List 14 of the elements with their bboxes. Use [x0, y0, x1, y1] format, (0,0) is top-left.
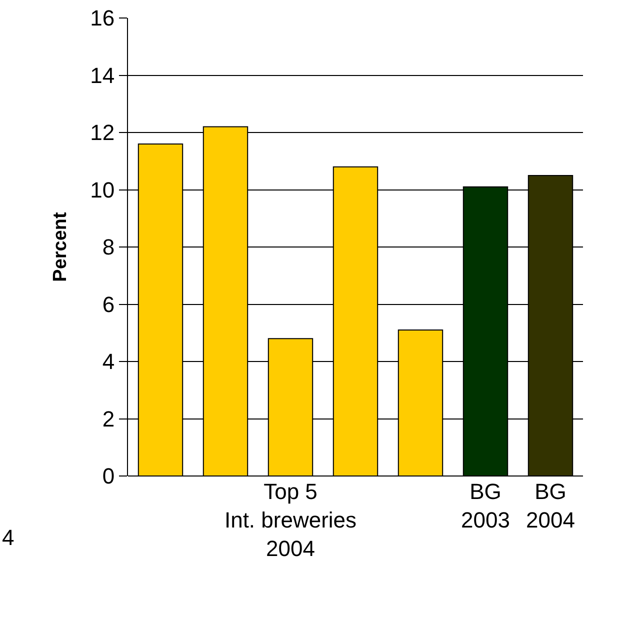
- y-tick-label: 2: [102, 406, 115, 432]
- x-tick-label: Top 5 Int. breweries 2004: [224, 479, 357, 562]
- y-tick-label: 4: [102, 349, 115, 374]
- y-tick-label: 16: [90, 6, 115, 31]
- y-tick-label: 8: [102, 234, 115, 260]
- x-tick-label: BG 2003: [461, 479, 510, 533]
- y-tick-label: 12: [90, 120, 115, 146]
- text: 4: [2, 525, 14, 550]
- x-tick-label: BG 2004: [526, 479, 575, 533]
- y-tick-label: 6: [102, 292, 115, 317]
- y-axis-title: Percent: [50, 211, 71, 282]
- y-tick-label: 0: [102, 464, 115, 489]
- y-tick-label: 10: [90, 177, 115, 202]
- y-tick-label: 14: [90, 62, 115, 88]
